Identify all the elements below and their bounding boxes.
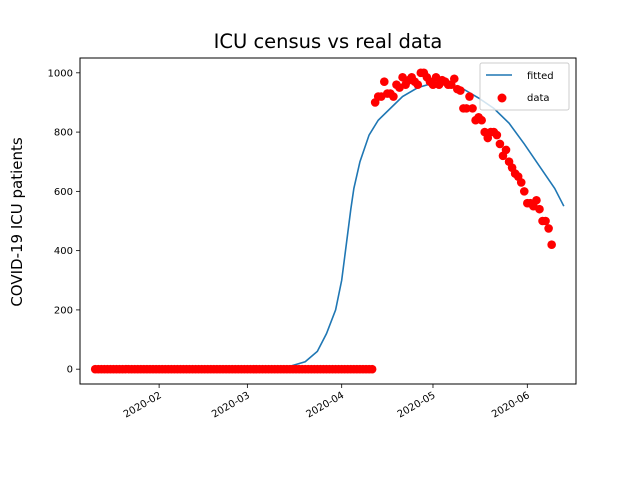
legend-data-label: data bbox=[527, 93, 550, 104]
data-point bbox=[462, 104, 471, 113]
data-point bbox=[477, 115, 486, 125]
data-point bbox=[547, 240, 556, 250]
data-point bbox=[449, 74, 459, 84]
y-axis-label: COVID-19 ICU patients bbox=[8, 137, 26, 307]
data-point bbox=[532, 195, 541, 205]
data-point bbox=[389, 92, 398, 101]
legend: fitted data bbox=[479, 62, 570, 111]
chart-title: ICU census vs real data bbox=[214, 30, 443, 53]
data-point bbox=[535, 204, 544, 214]
data-point bbox=[516, 178, 526, 187]
data-point bbox=[501, 145, 511, 155]
y-tick-label: 1000 bbox=[48, 68, 73, 79]
legend-fitted-label: fitted bbox=[527, 71, 554, 82]
data-point bbox=[468, 104, 477, 113]
data-point bbox=[413, 80, 423, 89]
data-point bbox=[428, 80, 438, 89]
data-point bbox=[541, 216, 550, 226]
y-tick-label: 200 bbox=[54, 305, 73, 316]
plot-frame bbox=[79, 57, 577, 385]
y-tick-label: 0 bbox=[67, 365, 73, 376]
data-point bbox=[456, 86, 465, 95]
data-point bbox=[465, 92, 474, 101]
data-point bbox=[495, 139, 505, 149]
y-tick-label: 400 bbox=[54, 246, 73, 257]
data-point bbox=[519, 187, 529, 196]
y-tick-label: 600 bbox=[54, 187, 73, 198]
legend-data-swatch bbox=[497, 93, 507, 103]
legend-box bbox=[479, 62, 570, 111]
data-point bbox=[544, 224, 553, 233]
y-axis-ticks: 0 200 400 600 800 1000 bbox=[48, 68, 80, 376]
data-point bbox=[379, 77, 389, 87]
data-series bbox=[90, 68, 556, 374]
data-point bbox=[367, 364, 377, 374]
y-tick-label: 800 bbox=[54, 128, 73, 139]
data-point bbox=[492, 130, 502, 140]
